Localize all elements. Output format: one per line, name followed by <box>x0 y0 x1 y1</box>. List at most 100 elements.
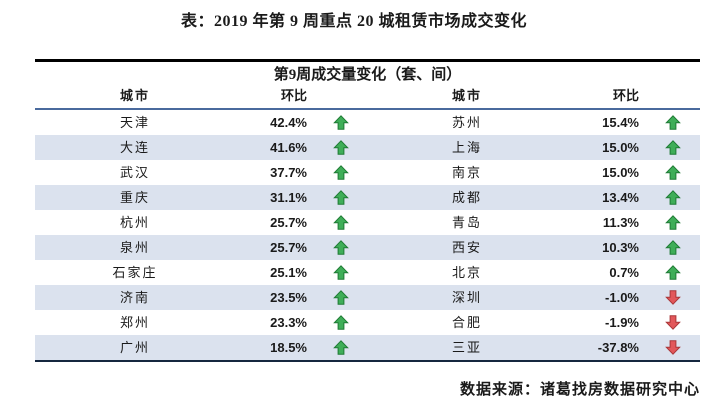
up-arrow-icon <box>315 310 367 335</box>
column-header-row: 城市 环比 城市 环比 <box>35 86 700 110</box>
city-name: 大连 <box>119 140 150 155</box>
change-value: 23.3% <box>270 315 307 330</box>
row-left-half: 大连 41.6% <box>35 135 367 160</box>
change-value: 25.7% <box>270 240 307 255</box>
row-left-half: 杭州 25.7% <box>35 210 367 235</box>
up-arrow-icon <box>315 110 367 135</box>
change-value: -1.0% <box>605 290 639 305</box>
row-right-half: 南京 15.0% <box>367 160 699 185</box>
data-table: 第9周成交量变化（套、间） 城市 环比 城市 环比 天津 42.4% <box>35 59 700 362</box>
up-arrow-icon <box>647 185 699 210</box>
row-right-half: 成都 13.4% <box>367 185 699 210</box>
change-value: 15.0% <box>602 140 639 155</box>
city-name: 重庆 <box>119 190 150 205</box>
city-name: 苏州 <box>451 115 482 130</box>
change-value: 25.7% <box>270 215 307 230</box>
city-name: 成都 <box>451 190 482 205</box>
header-right-half: 城市 环比 <box>367 86 699 108</box>
city-name: 广州 <box>119 340 150 355</box>
up-arrow-icon <box>647 135 699 160</box>
up-arrow-icon <box>647 210 699 235</box>
row-right-half: 深圳 -1.0% <box>367 285 699 310</box>
up-arrow-icon <box>315 160 367 185</box>
table-row: 济南 23.5% 深圳 -1.0% <box>35 285 700 310</box>
table-row: 武汉 37.7% 南京 15.0% <box>35 160 700 185</box>
down-arrow-icon <box>647 285 699 310</box>
header-left-half: 城市 环比 <box>35 86 367 108</box>
col-header-change-right: 环比 <box>612 88 639 103</box>
down-arrow-icon <box>647 335 699 360</box>
row-left-half: 武汉 37.7% <box>35 160 367 185</box>
table-body: 天津 42.4% 苏州 15.4% 大连 41.6% <box>35 110 700 362</box>
up-arrow-icon <box>315 185 367 210</box>
change-value: 31.1% <box>270 190 307 205</box>
row-left-half: 石家庄 25.1% <box>35 260 367 285</box>
row-left-half: 郑州 23.3% <box>35 310 367 335</box>
city-name: 石家庄 <box>112 265 158 280</box>
change-value: 41.6% <box>270 140 307 155</box>
table-title: 第9周成交量变化（套、间） <box>35 59 700 86</box>
col-header-change-left: 环比 <box>280 88 307 103</box>
city-name: 合肥 <box>451 315 482 330</box>
city-name: 杭州 <box>119 215 150 230</box>
change-value: -37.8% <box>597 340 639 355</box>
change-value: 42.4% <box>270 115 307 130</box>
city-name: 西安 <box>451 240 482 255</box>
up-arrow-icon <box>315 235 367 260</box>
row-right-half: 西安 10.3% <box>367 235 699 260</box>
change-value: 13.4% <box>602 190 639 205</box>
change-value: 15.0% <box>602 165 639 180</box>
up-arrow-icon <box>647 110 699 135</box>
city-name: 南京 <box>451 165 482 180</box>
table-row: 杭州 25.7% 青岛 11.3% <box>35 210 700 235</box>
row-left-half: 重庆 31.1% <box>35 185 367 210</box>
city-name: 青岛 <box>451 215 482 230</box>
change-value: 18.5% <box>270 340 307 355</box>
up-arrow-icon <box>315 210 367 235</box>
city-name: 天津 <box>119 115 150 130</box>
up-arrow-icon <box>315 335 367 360</box>
table-row: 广州 18.5% 三亚 -37.8% <box>35 335 700 360</box>
change-value: 0.7% <box>609 265 639 280</box>
col-header-city-right: 城市 <box>451 88 482 103</box>
row-right-half: 合肥 -1.9% <box>367 310 699 335</box>
city-name: 上海 <box>451 140 482 155</box>
change-value: 37.7% <box>270 165 307 180</box>
city-name: 深圳 <box>451 290 482 305</box>
up-arrow-icon <box>647 260 699 285</box>
row-right-half: 北京 0.7% <box>367 260 699 285</box>
table-row: 重庆 31.1% 成都 13.4% <box>35 185 700 210</box>
change-value: -1.9% <box>605 315 639 330</box>
up-arrow-icon <box>315 135 367 160</box>
table-row: 郑州 23.3% 合肥 -1.9% <box>35 310 700 335</box>
row-right-half: 苏州 15.4% <box>367 110 699 135</box>
col-header-city-left: 城市 <box>119 88 150 103</box>
row-left-half: 天津 42.4% <box>35 110 367 135</box>
row-right-half: 青岛 11.3% <box>367 210 699 235</box>
up-arrow-icon <box>315 260 367 285</box>
up-arrow-icon <box>315 285 367 310</box>
data-source: 数据来源：诸葛找房数据研究中心 <box>459 382 700 398</box>
change-value: 10.3% <box>602 240 639 255</box>
up-arrow-icon <box>647 235 699 260</box>
row-left-half: 泉州 25.7% <box>35 235 367 260</box>
city-name: 武汉 <box>119 165 150 180</box>
city-name: 郑州 <box>119 315 150 330</box>
city-name: 三亚 <box>451 340 482 355</box>
col-header-spacer <box>647 86 699 108</box>
change-value: 23.5% <box>270 290 307 305</box>
city-name: 北京 <box>451 265 482 280</box>
up-arrow-icon <box>647 160 699 185</box>
table-caption: 表：2019 年第 9 周重点 20 城租赁市场成交变化 <box>180 13 527 30</box>
change-value: 11.3% <box>602 215 639 230</box>
col-header-spacer <box>315 86 367 108</box>
change-value: 15.4% <box>602 115 639 130</box>
row-left-half: 济南 23.5% <box>35 285 367 310</box>
down-arrow-icon <box>647 310 699 335</box>
table-row: 泉州 25.7% 西安 10.3% <box>35 235 700 260</box>
city-name: 济南 <box>119 290 150 305</box>
table-row: 石家庄 25.1% 北京 0.7% <box>35 260 700 285</box>
table-row: 大连 41.6% 上海 15.0% <box>35 135 700 160</box>
table-row: 天津 42.4% 苏州 15.4% <box>35 110 700 135</box>
row-right-half: 三亚 -37.8% <box>367 335 699 360</box>
